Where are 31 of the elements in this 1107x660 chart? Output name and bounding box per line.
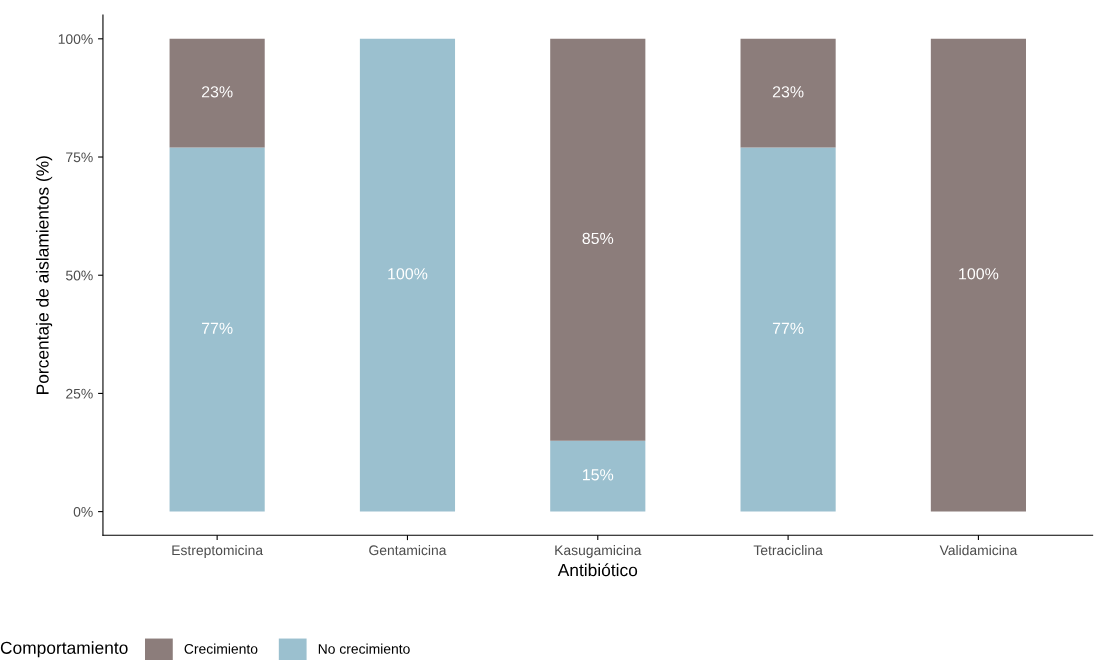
bar [169,147,265,512]
bar [550,38,646,441]
x-axis-title: Antibiótico [557,563,638,577]
data-label: 15% [583,469,614,481]
legend-title: Comportamiento [0,641,128,658]
data-label: 23% [772,86,804,98]
legend-label: No crecimiento [318,643,410,654]
data-label: 77% [772,322,804,334]
bar [930,38,1026,512]
x-tick-label: Gentamicina [369,544,447,556]
data-label: 85% [582,232,614,245]
y-tick-label: 0% [73,506,93,517]
x-tick-label: Estreptomicina [172,544,264,558]
bar [740,38,836,148]
y-tick-label: 50% [65,270,93,281]
x-tick-label: Validamicina [939,544,1018,556]
y-tick-label: 100% [58,34,93,44]
bar [740,147,836,512]
data-label: 100% [959,268,999,280]
x-tick-label: Tetraciclina [753,544,823,556]
data-label: 23% [201,86,233,98]
bar [359,38,456,512]
data-label: 77% [201,322,233,334]
y-tick-label: 75% [66,152,93,163]
bar [169,38,265,148]
y-tick-label: 25% [66,388,93,399]
bar [550,440,646,512]
data-label: 100% [388,268,428,280]
legend-label: Crecimiento [184,643,258,654]
y-axis-title: Porcentaje de aislamientos (%) [35,156,53,394]
x-tick-label: Kasugamicina [555,544,642,558]
